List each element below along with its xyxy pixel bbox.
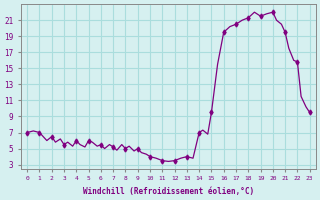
X-axis label: Windchill (Refroidissement éolien,°C): Windchill (Refroidissement éolien,°C) [83,187,254,196]
